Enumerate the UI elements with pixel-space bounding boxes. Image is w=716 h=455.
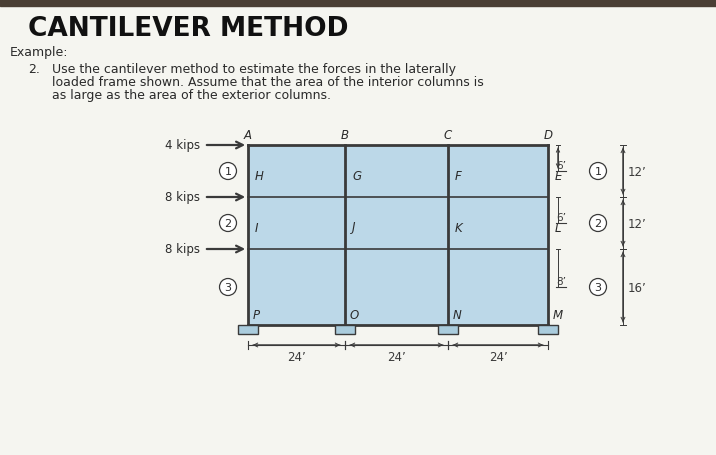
- Text: C: C: [444, 129, 452, 142]
- Text: 2: 2: [224, 218, 231, 228]
- Text: F: F: [455, 169, 462, 182]
- Bar: [345, 249, 448, 325]
- Bar: [438, 325, 458, 334]
- Text: Use the cantilever method to estimate the forces in the laterally: Use the cantilever method to estimate th…: [52, 63, 456, 76]
- Text: P: P: [253, 308, 260, 321]
- Text: 8’: 8’: [556, 276, 566, 286]
- Text: N: N: [453, 308, 462, 321]
- Bar: [448, 197, 548, 249]
- Bar: [448, 249, 548, 325]
- Text: 16’: 16’: [628, 281, 647, 294]
- Text: B: B: [341, 129, 349, 142]
- Text: L: L: [555, 221, 561, 234]
- Text: A: A: [244, 129, 252, 142]
- Text: 12’: 12’: [628, 165, 647, 178]
- Text: 2.: 2.: [28, 63, 40, 76]
- Bar: [248, 249, 345, 325]
- Text: 4 kips: 4 kips: [165, 139, 200, 152]
- Text: O: O: [350, 308, 359, 321]
- Text: I: I: [255, 221, 258, 234]
- Text: E: E: [555, 169, 562, 182]
- Text: 8 kips: 8 kips: [165, 243, 200, 256]
- Text: D: D: [543, 129, 553, 142]
- Bar: [238, 325, 258, 334]
- Text: 8 kips: 8 kips: [165, 191, 200, 204]
- Text: 1: 1: [225, 167, 231, 177]
- Bar: [538, 325, 558, 334]
- Circle shape: [589, 279, 606, 296]
- Bar: [0, 0, 716, 7]
- Text: M: M: [553, 308, 563, 321]
- Text: J: J: [352, 221, 356, 234]
- Text: loaded frame shown. Assume that the area of the interior columns is: loaded frame shown. Assume that the area…: [52, 76, 484, 89]
- Text: as large as the area of the exterior columns.: as large as the area of the exterior col…: [52, 89, 331, 102]
- Bar: [248, 197, 345, 249]
- Text: G: G: [352, 169, 361, 182]
- Bar: [345, 197, 448, 249]
- Circle shape: [220, 163, 236, 180]
- Text: 24’: 24’: [287, 350, 306, 363]
- Circle shape: [220, 215, 236, 232]
- Bar: [335, 325, 355, 334]
- Bar: [345, 146, 448, 197]
- Circle shape: [589, 215, 606, 232]
- Text: Example:: Example:: [10, 46, 69, 59]
- Text: 12’: 12’: [628, 217, 647, 230]
- Text: 1: 1: [594, 167, 601, 177]
- Text: 3: 3: [225, 283, 231, 293]
- Text: 24’: 24’: [387, 350, 406, 363]
- Text: K: K: [455, 221, 463, 234]
- Bar: [248, 146, 345, 197]
- Text: 2: 2: [594, 218, 601, 228]
- Circle shape: [220, 279, 236, 296]
- Text: 3: 3: [594, 283, 601, 293]
- Bar: [448, 146, 548, 197]
- Text: 24’: 24’: [488, 350, 508, 363]
- Circle shape: [589, 163, 606, 180]
- Text: 6’: 6’: [556, 161, 566, 171]
- Text: 6’: 6’: [556, 212, 566, 222]
- Text: H: H: [255, 169, 264, 182]
- Text: CANTILEVER METHOD: CANTILEVER METHOD: [28, 16, 349, 42]
